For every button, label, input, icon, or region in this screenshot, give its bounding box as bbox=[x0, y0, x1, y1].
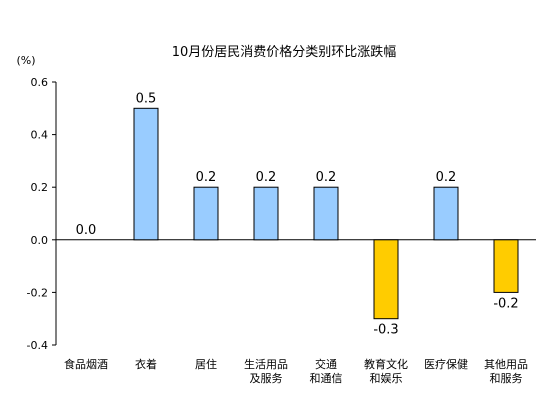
y-tick-label: 0.6 bbox=[31, 76, 49, 89]
x-category-label: 和服务 bbox=[490, 372, 523, 385]
y-tick-label: 0.0 bbox=[31, 234, 49, 247]
x-category-label: 衣着 bbox=[135, 357, 157, 371]
bar bbox=[193, 186, 219, 241]
x-category-label: 交通 bbox=[315, 357, 337, 371]
x-category-label: 其他用品 bbox=[484, 358, 528, 371]
x-category-label: 和娱乐 bbox=[370, 371, 403, 385]
y-tick-label: -0.4 bbox=[27, 339, 48, 352]
x-category-label: 和通信 bbox=[310, 372, 343, 385]
x-category-label: 生活用品 bbox=[244, 357, 288, 371]
y-tick-label: 0.4 bbox=[31, 129, 49, 142]
chart-title: 10月份居民消费价格分类别环比涨跌幅 bbox=[172, 44, 397, 60]
y-tick-label: -0.2 bbox=[27, 286, 48, 299]
x-category-label: 居住 bbox=[195, 357, 217, 371]
bar bbox=[433, 186, 459, 241]
bar bbox=[373, 239, 399, 320]
data-label: 0.2 bbox=[196, 170, 217, 185]
y-tick-label: 0.2 bbox=[31, 181, 49, 194]
x-category-label: 及服务 bbox=[250, 372, 283, 385]
bar-series bbox=[133, 107, 519, 320]
bar bbox=[253, 186, 279, 241]
data-label: 0.2 bbox=[316, 170, 337, 185]
y-axis-unit-label: (%) bbox=[16, 54, 35, 67]
data-label: 0.0 bbox=[76, 223, 97, 238]
data-label: 0.2 bbox=[256, 170, 277, 185]
x-category-label: 食品烟酒 bbox=[64, 357, 108, 371]
bar bbox=[313, 186, 339, 241]
y-axis-ticks: 0.6 0.4 0.2 0.0 -0.2 -0.4 bbox=[27, 76, 56, 352]
data-label: 0.2 bbox=[436, 170, 457, 185]
data-labels: 0.0 0.5 0.2 0.2 0.2 -0.3 0.2 -0.2 bbox=[76, 91, 519, 337]
data-label: -0.2 bbox=[493, 296, 518, 311]
x-category-label: 医疗保健 bbox=[424, 357, 468, 371]
data-label: 0.5 bbox=[136, 91, 157, 106]
bar bbox=[133, 107, 159, 241]
x-category-label: 教育文化 bbox=[364, 357, 408, 371]
data-label: -0.3 bbox=[373, 323, 398, 338]
bar bbox=[493, 239, 519, 293]
